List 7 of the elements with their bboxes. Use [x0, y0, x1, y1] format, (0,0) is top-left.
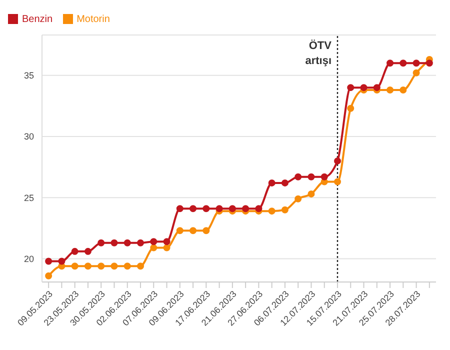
- y-tick-label: 30: [24, 132, 34, 142]
- y-tick-label: 35: [24, 70, 34, 81]
- y-tick-label: 20: [24, 254, 34, 264]
- y-tick-label: 25: [24, 192, 34, 203]
- legend-label: Motorin: [76, 14, 110, 25]
- ref-line-label: ÖTV artışı: [305, 39, 332, 67]
- legend-label: Benzin: [22, 14, 53, 25]
